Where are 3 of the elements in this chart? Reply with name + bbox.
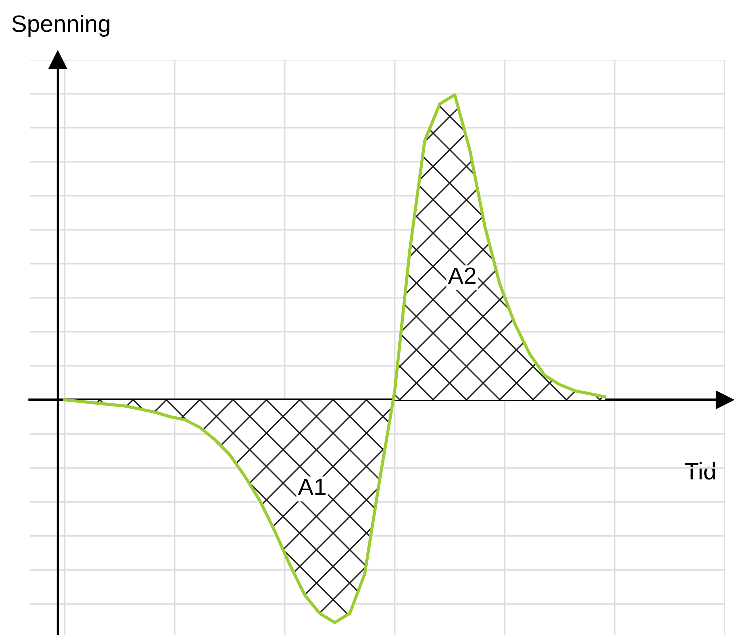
annotation: A2 <box>448 268 476 284</box>
y-axis-title: Spenning <box>12 14 110 37</box>
annotation: A1 <box>298 479 326 496</box>
